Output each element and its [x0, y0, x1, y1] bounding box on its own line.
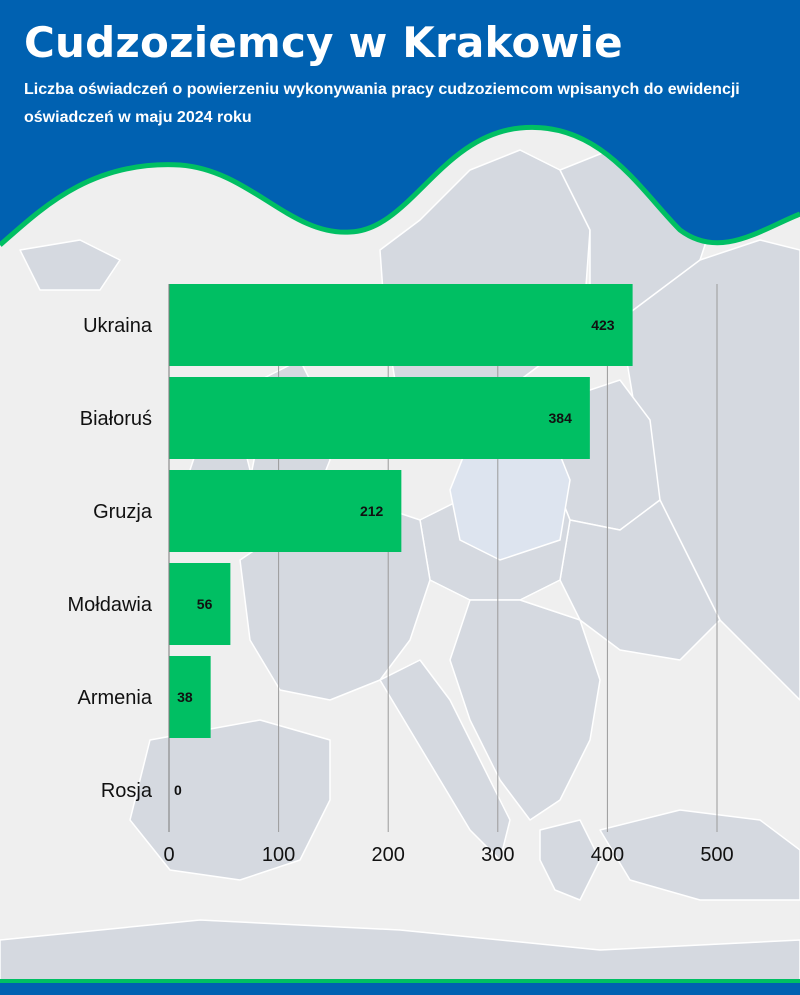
footer-bar	[0, 979, 800, 995]
map-iceland	[19, 239, 121, 291]
header-banner	[0, 0, 800, 247]
map-iberia	[129, 719, 331, 881]
data-label-0: 423	[591, 317, 615, 333]
page-title: Cudzoziemcy w Krakowie	[24, 18, 623, 67]
category-label-4: Armenia	[78, 687, 153, 709]
category-label-3: Mołdawia	[68, 594, 153, 616]
bar-4	[169, 656, 211, 738]
data-label-2: 212	[360, 503, 384, 519]
bar-3	[169, 563, 231, 645]
bar-1	[169, 377, 590, 459]
map-turkey	[599, 809, 800, 901]
x-tick-label-200: 200	[372, 844, 405, 866]
x-tick-label-400: 400	[591, 844, 624, 866]
map-italy	[379, 659, 511, 861]
category-label-1: Białoruś	[80, 408, 152, 430]
bar-0	[169, 284, 633, 366]
map-balkans	[449, 599, 601, 821]
x-tick-label-500: 500	[700, 844, 733, 866]
bar-2	[169, 470, 402, 552]
map-greece	[539, 819, 601, 901]
data-label-4: 38	[177, 689, 193, 705]
category-label-0: Ukraina	[83, 315, 153, 337]
data-label-1: 384	[549, 410, 573, 426]
page-subtitle: Liczba oświadczeń o powierzeniu wykonywa…	[24, 81, 740, 126]
map-ukraine	[559, 499, 721, 661]
data-label-5: 0	[174, 782, 182, 798]
category-label-2: Gruzja	[93, 501, 153, 523]
x-tick-label-0: 0	[163, 844, 174, 866]
data-label-3: 56	[197, 596, 213, 612]
x-tick-label-300: 300	[481, 844, 514, 866]
x-tick-label-100: 100	[262, 844, 295, 866]
category-label-5: Rosja	[101, 780, 153, 802]
